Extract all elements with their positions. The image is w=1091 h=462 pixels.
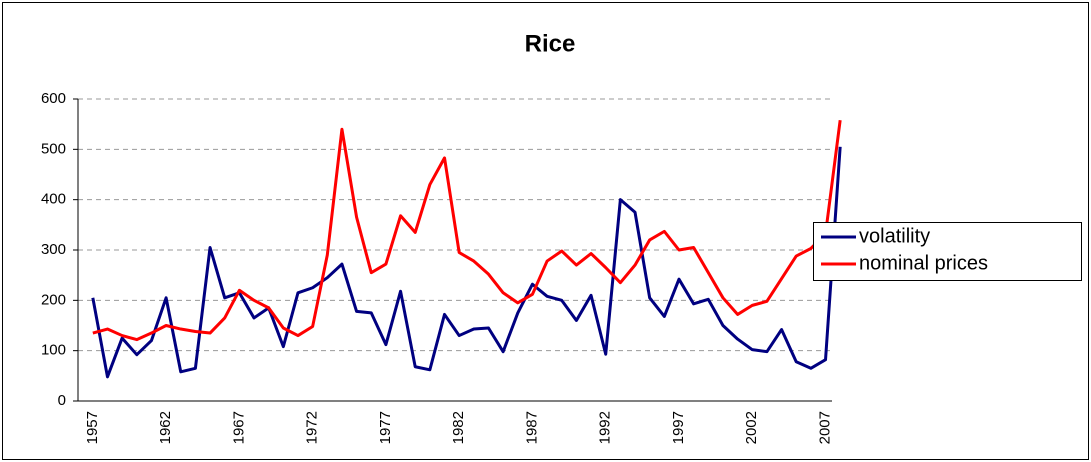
legend-label: nominal prices — [859, 252, 988, 274]
x-tick-label: 1957 — [84, 411, 101, 444]
legend-label: volatility — [859, 225, 930, 247]
y-tick-label: 300 — [41, 241, 66, 258]
x-tick-label: 1967 — [230, 411, 247, 444]
x-tick-label: 1977 — [377, 411, 394, 444]
y-tick-label: 100 — [41, 342, 66, 359]
y-tick-label: 500 — [41, 140, 66, 157]
chart-title: Rice — [525, 30, 576, 57]
x-tick-label: 1987 — [523, 411, 540, 444]
x-tick-label: 2002 — [743, 411, 760, 444]
y-tick-label: 200 — [41, 291, 66, 308]
line-series — [91, 146, 842, 379]
x-tick-label: 1972 — [304, 411, 321, 444]
x-tick-label: 1982 — [450, 411, 467, 444]
y-tick-label: 0 — [58, 392, 66, 409]
y-tick-label: 400 — [41, 191, 66, 208]
x-tick-label: 1962 — [157, 411, 174, 444]
x-tick-label: 1997 — [670, 411, 687, 444]
x-tick-label: 1992 — [597, 411, 614, 444]
y-tick-label: 600 — [41, 90, 66, 107]
legend-box — [813, 222, 1082, 281]
line-series — [92, 119, 842, 342]
x-tick-label: 2007 — [816, 411, 833, 444]
